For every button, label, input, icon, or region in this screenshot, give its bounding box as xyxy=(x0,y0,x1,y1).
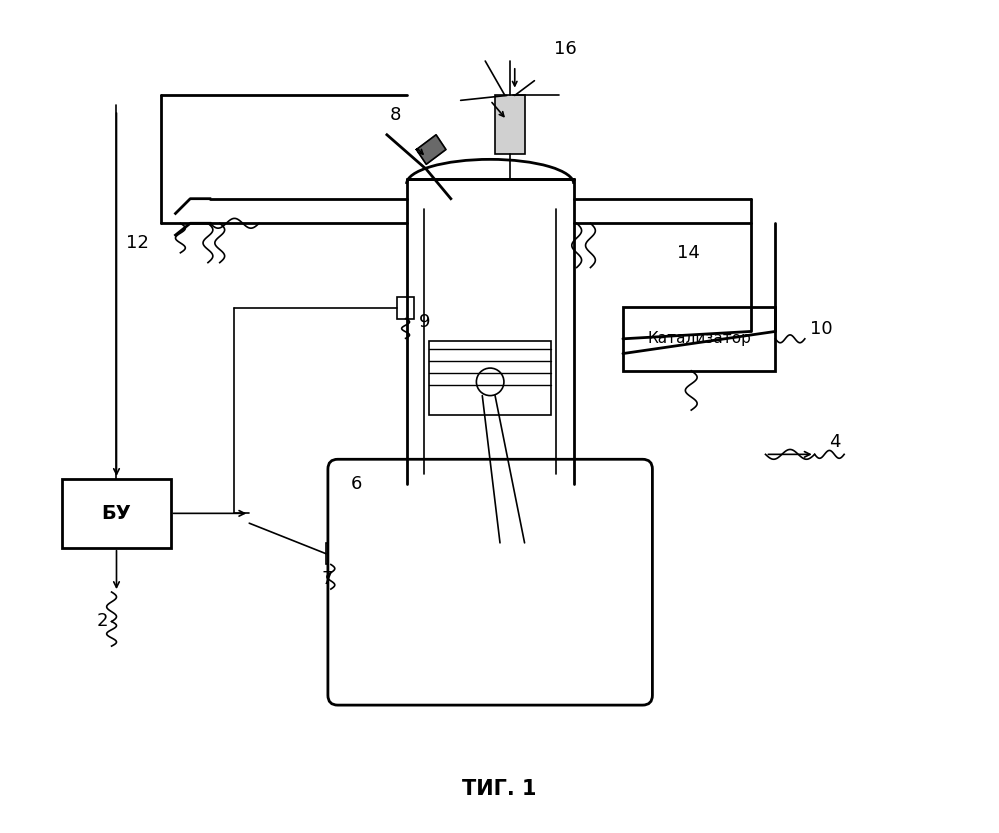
Bar xyxy=(430,342,551,415)
Text: БУ: БУ xyxy=(102,504,132,523)
Text: 4: 4 xyxy=(829,433,841,451)
Circle shape xyxy=(477,368,503,396)
Text: 7: 7 xyxy=(321,570,333,588)
Bar xyxy=(496,96,524,154)
Circle shape xyxy=(506,521,601,615)
Text: 16: 16 xyxy=(554,40,576,58)
Text: 10: 10 xyxy=(810,320,832,338)
Text: 14: 14 xyxy=(677,244,700,262)
Bar xyxy=(62,479,171,548)
Circle shape xyxy=(407,499,514,606)
Polygon shape xyxy=(417,135,446,164)
Text: ΤИГ. 1: ΤИГ. 1 xyxy=(462,779,536,799)
Bar xyxy=(326,543,344,565)
Text: 2: 2 xyxy=(97,612,108,631)
FancyBboxPatch shape xyxy=(328,459,652,705)
Text: Катализатор: Катализатор xyxy=(647,332,751,347)
Text: 6: 6 xyxy=(351,475,362,493)
Bar xyxy=(397,297,415,319)
Text: 9: 9 xyxy=(420,312,431,331)
Text: 12: 12 xyxy=(126,234,149,252)
Text: 8: 8 xyxy=(390,106,402,124)
Circle shape xyxy=(488,525,522,561)
Bar xyxy=(623,307,775,371)
